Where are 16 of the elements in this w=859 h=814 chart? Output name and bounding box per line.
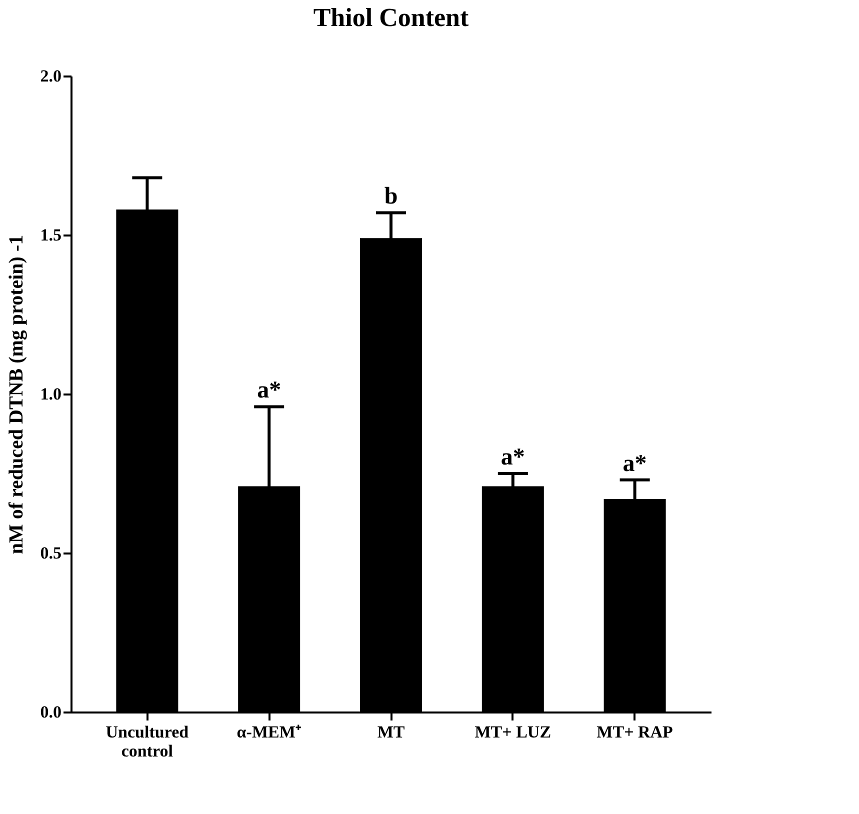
annotation: a* (500, 444, 525, 470)
x-tick-label: MT (377, 722, 406, 742)
annotation: a* (257, 378, 282, 404)
y-tick-label: 0.0 (40, 702, 62, 722)
y-tick-label: 0.5 (40, 544, 62, 562)
x-tick-label: Uncultured control (106, 722, 190, 760)
x-tick-label: MT+ LUZ (474, 722, 552, 742)
annotation: b (384, 184, 398, 210)
x-tick-label: α-MEM⁺ (236, 722, 302, 742)
y-tick-label: 1.0 (40, 384, 62, 404)
x-tick-label: MT+ RAP (596, 722, 673, 742)
y-tick-label: 2.0 (40, 66, 62, 86)
y-axis-title: nM of reduced DTNB (mg protein) -1 (5, 234, 28, 554)
y-tick-label: 1.5 (40, 226, 62, 244)
chart-title: Thiol Content (313, 3, 469, 32)
annotation: a* (622, 450, 647, 477)
